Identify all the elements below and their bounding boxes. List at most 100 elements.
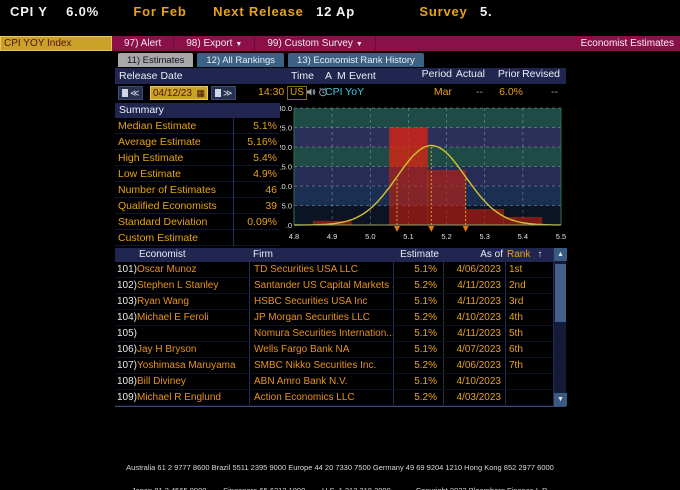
estimate-value: 5.2% (393, 310, 443, 325)
row-number: 101) (117, 262, 137, 277)
economist-name: Michael E Feroli (137, 312, 209, 323)
estimate-value: 5.1% (393, 294, 443, 309)
period-value: Mar (434, 86, 452, 98)
firm-name: Nomura Securities Internation... (249, 326, 393, 341)
for-period: For Feb (133, 4, 186, 19)
content-panel: Release Date Time A M Event Period Actua… (115, 68, 566, 410)
tab-economist-rank-history[interactable]: 13) Economist Rank History (288, 53, 424, 67)
table-row[interactable]: 109)Michael R Englund Action Economics L… (115, 390, 566, 406)
rank-value (505, 374, 553, 389)
svg-text:30.0: 30.0 (280, 104, 292, 113)
export-button[interactable]: 98) Export▼ (174, 36, 255, 51)
summary-value: 39 (236, 198, 280, 213)
summary-value: 5.4% (236, 150, 280, 165)
event-header-row: Release Date Time A M Event Period Actua… (115, 68, 566, 84)
page-icon (122, 89, 128, 97)
table-row[interactable]: 108)Bill Diviney ABN Amro Bank N.V. 5.1%… (115, 374, 566, 390)
actual-header: Actual (456, 68, 485, 80)
event-row: ≪ 04/12/23 ▦ ≫ 14:30 US CPI YoY Mar -- 6… (115, 84, 566, 103)
previous-release-label: ≪ (130, 88, 139, 99)
scroll-up-button[interactable]: ▲ (554, 248, 567, 261)
summary-row: High Estimate5.4% (115, 150, 280, 166)
revised-value: -- (551, 86, 558, 98)
next-release-label: Next Release (213, 4, 304, 19)
asof-date: 4/11/2023 (443, 294, 505, 309)
calendar-icon: ▦ (196, 87, 205, 100)
svg-text:5.0: 5.0 (365, 232, 375, 241)
last-value: 6.0% (66, 4, 99, 19)
summary-row: Number of Estimates46 (115, 182, 280, 198)
economist-name: Stephen L Stanley (137, 280, 218, 291)
rank-value: 3rd (505, 294, 553, 309)
table-row[interactable]: 107)Yoshimasa Maruyama SMBC Nikko Securi… (115, 358, 566, 374)
summary-row: Standard Deviation0.09% (115, 214, 280, 230)
tab-bar: 11) Estimates 12) All Rankings 13) Econo… (118, 53, 424, 67)
table-row[interactable]: 101)Oscar Munoz TD Securities USA LLC 5.… (115, 262, 566, 278)
page-icon (215, 89, 221, 97)
summary-row: Average Estimate5.16% (115, 134, 280, 150)
sort-ascending-icon[interactable]: ↑ (537, 249, 542, 260)
estimate-value: 5.2% (393, 278, 443, 293)
rank-column-header[interactable]: Rank↑ (505, 248, 553, 262)
release-date-input[interactable]: 04/12/23 ▦ (150, 86, 208, 100)
economist-name: Yoshimasa Maruyama (137, 360, 236, 371)
table-row[interactable]: 104)Michael E Feroli JP Morgan Securitie… (115, 310, 566, 326)
firm-name: SMBC Nikko Securities Inc. (249, 358, 393, 373)
svg-text:5.5: 5.5 (556, 232, 566, 241)
rank-value: 2nd (505, 278, 553, 293)
alert-button[interactable]: 97) Alert (112, 36, 174, 51)
security-input[interactable]: CPI YOY Index (0, 36, 112, 51)
economist-name: Michael R Englund (137, 392, 221, 403)
firm-column-header[interactable]: Firm (249, 248, 393, 262)
svg-text:5.0: 5.0 (282, 202, 292, 211)
summary-label: Custom Estimate (115, 230, 236, 245)
economist-name: Jay H Bryson (137, 344, 196, 355)
estimate-column-header[interactable]: Estimate (393, 248, 443, 262)
summary-row[interactable]: Custom Estimate (115, 230, 280, 246)
alert-button-label: 97) Alert (124, 38, 161, 49)
row-number: 104) (117, 310, 137, 325)
menu-ribbon: CPI YOY Index 97) Alert 98) Export▼ 99) … (0, 36, 680, 51)
scroll-down-button[interactable]: ▼ (554, 393, 567, 406)
summary-label: Median Estimate (115, 118, 236, 133)
custom-survey-button[interactable]: 99) Custom Survey▼ (255, 36, 376, 51)
prior-header: Prior (498, 68, 520, 80)
svg-text:4.8: 4.8 (289, 232, 299, 241)
summary-value (236, 230, 280, 245)
asof-date: 4/07/2023 (443, 342, 505, 357)
row-number: 103) (117, 294, 137, 309)
table-scrollbar[interactable]: ▲ ▼ (553, 248, 566, 406)
table-row[interactable]: 106)Jay H Bryson Wells Fargo Bank NA 5.1… (115, 342, 566, 358)
table-bottom-border (115, 406, 566, 407)
asof-date: 4/06/2023 (443, 358, 505, 373)
speaker-icon[interactable] (306, 87, 316, 100)
table-header-row: Economist Firm Estimate As of Rank↑ (115, 248, 566, 262)
summary-row: Median Estimate5.1% (115, 118, 280, 134)
event-name-link[interactable]: CPI YoY (325, 86, 364, 98)
titlebar: CPI Y 6.0% For Feb Next Release 12 Ap Su… (0, 4, 680, 24)
firm-name: Action Economics LLC (249, 390, 393, 405)
bloomberg-terminal-screen: CPI Y 6.0% For Feb Next Release 12 Ap Su… (0, 0, 680, 490)
tab-estimates[interactable]: 11) Estimates (118, 53, 193, 67)
summary-value: 5.1% (236, 118, 280, 133)
economist-column-header[interactable]: Economist (115, 248, 249, 262)
table-row[interactable]: 103)Ryan Wang HSBC Securities USA Inc 5.… (115, 294, 566, 310)
firm-name: Santander US Capital Markets ... (249, 278, 393, 293)
table-row[interactable]: 105) Nomura Securities Internation... 5.… (115, 326, 566, 342)
asof-column-header[interactable]: As of (443, 248, 505, 262)
tab-all-rankings[interactable]: 12) All Rankings (197, 53, 284, 67)
next-release-button[interactable]: ≫ (211, 86, 236, 100)
summary-label: Number of Estimates (115, 182, 236, 197)
economist-table: Economist Firm Estimate As of Rank↑ 101)… (115, 248, 566, 407)
export-button-label: 98) Export (186, 38, 232, 49)
svg-text:20.0: 20.0 (280, 143, 292, 152)
asof-date: 4/10/2023 (443, 374, 505, 389)
summary-label: Standard Deviation (115, 214, 236, 229)
estimate-value: 5.1% (393, 342, 443, 357)
prior-value: 6.0% (499, 86, 523, 98)
row-number: 109) (117, 390, 137, 405)
table-row[interactable]: 102)Stephen L Stanley Santander US Capit… (115, 278, 566, 294)
asof-date: 4/06/2023 (443, 262, 505, 277)
previous-release-button[interactable]: ≪ (118, 86, 143, 100)
scrollbar-thumb[interactable] (555, 264, 566, 322)
